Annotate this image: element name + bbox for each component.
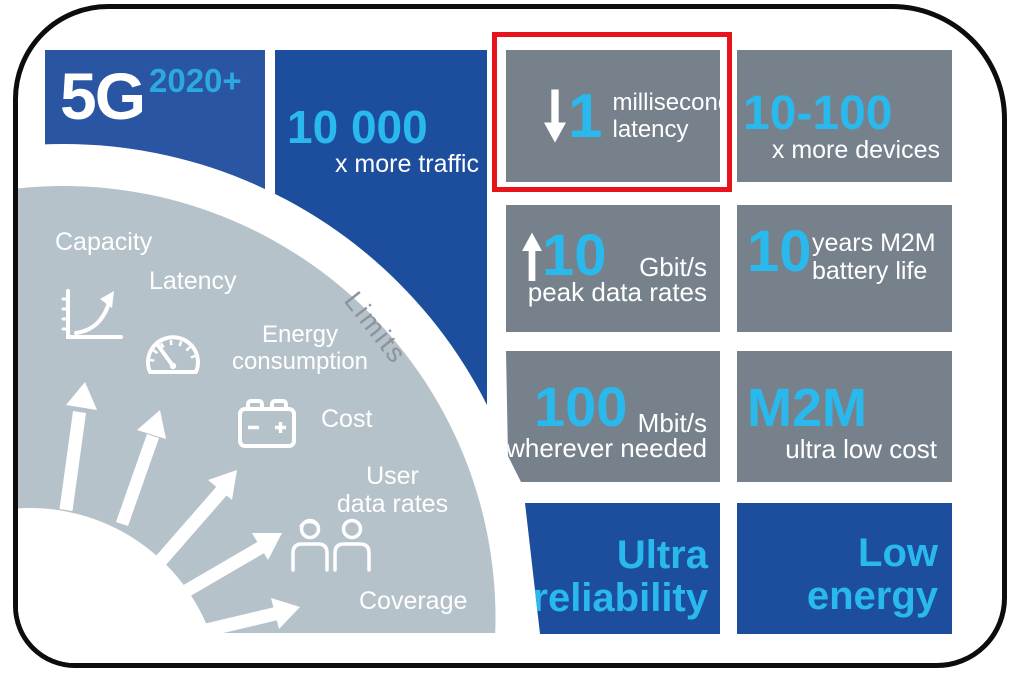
highlight-box: [492, 32, 732, 192]
tile-wherever-needed: 100 Mbit/s wherever needed: [506, 351, 720, 482]
traffic-caption: x more traffic: [334, 150, 479, 178]
latency-value: 1: [568, 82, 603, 151]
fan-label-energy: Energy consumption: [231, 321, 369, 375]
tile-ultra-reliability: Ultra reliability: [525, 503, 720, 634]
peak-value: 10: [542, 223, 607, 288]
tile-low-energy: Low energy: [737, 503, 952, 634]
reliability-line-2: reliability: [532, 575, 708, 620]
traffic-value: 10 000: [287, 101, 428, 153]
peak-caption: peak data rates: [527, 277, 707, 307]
battery-caption-1: years M2M: [812, 229, 936, 257]
radiating-arrows: [59, 382, 300, 644]
fan-label-coverage: Coverage: [359, 587, 468, 615]
m2m-value: M2M: [747, 378, 867, 438]
arrow-capacity: [59, 382, 97, 511]
tile-more-devices: 10-100 x more devices: [737, 50, 952, 182]
latency-caption-1: millisecond: [612, 89, 732, 117]
battery-caption-2: battery life: [812, 257, 928, 285]
battery-value: 10: [747, 219, 812, 284]
rounded-frame: 5G 2020+ 10 000 x more traffic Capacity …: [13, 4, 1007, 668]
reliability-line-1: Ultra: [616, 532, 708, 577]
down-arrow-icon: [544, 89, 566, 143]
arrow-user: [168, 533, 282, 605]
energy-line-1: Low: [858, 530, 938, 575]
tile-millisecond-latency: 1 millisecond latency: [506, 50, 731, 182]
peak-unit: Gbit/s: [639, 252, 707, 282]
latency-caption-2: latency: [612, 116, 689, 143]
fan-label-user-data-rates: User data rates: [336, 462, 449, 518]
fan-label-latency: Latency: [149, 267, 237, 295]
arrow-coverage: [174, 598, 300, 644]
arrow-latency: [116, 410, 166, 526]
users-icon: [291, 518, 371, 572]
tile-battery-life: 10 years M2M battery life: [737, 205, 952, 332]
growth-chart-arrowhead: [100, 291, 114, 308]
up-arrow-icon: [522, 232, 542, 281]
tile-m2m-cost: M2M ultra low cost: [737, 351, 952, 482]
tile-peak-data-rates: 10 Gbit/s peak data rates: [506, 205, 720, 332]
wherever-caption: wherever needed: [506, 433, 707, 463]
arrow-hub-disc: [18, 508, 219, 663]
energy-line-2: energy: [806, 573, 938, 618]
fan-label-capacity: Capacity: [55, 228, 153, 256]
devices-caption: x more devices: [771, 136, 940, 164]
logo-5g: 5G: [60, 59, 146, 133]
arrow-energy: [155, 470, 237, 566]
devices-value: 10-100: [743, 87, 893, 140]
wherever-unit: Mbit/s: [637, 408, 707, 438]
battery-icon: [238, 399, 296, 448]
m2m-caption: ultra low cost: [785, 434, 937, 464]
speedometer-icon: [146, 335, 200, 374]
logo-era: 2020+: [149, 62, 242, 99]
fan-label-cost: Cost: [321, 405, 373, 433]
fan-scene: [18, 50, 538, 663]
wherever-value: 100: [534, 375, 628, 438]
